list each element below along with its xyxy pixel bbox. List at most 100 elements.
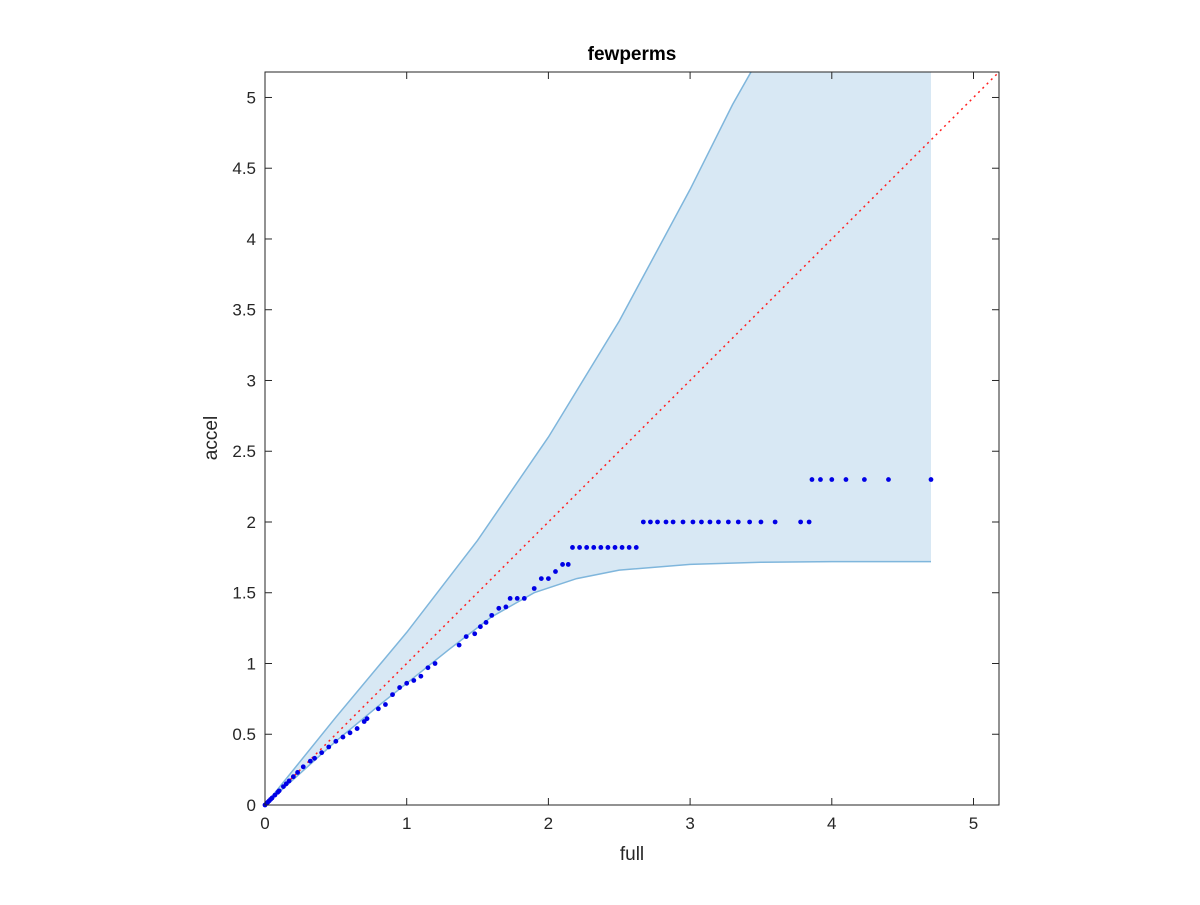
data-point bbox=[648, 519, 653, 525]
y-tick-label: 4.5 bbox=[232, 159, 256, 178]
data-point bbox=[514, 596, 520, 601]
data-point bbox=[538, 576, 544, 581]
data-point bbox=[640, 519, 646, 525]
data-point bbox=[456, 642, 462, 648]
data-point bbox=[507, 596, 513, 601]
data-point bbox=[347, 730, 353, 736]
data-point bbox=[290, 774, 296, 780]
data-point bbox=[364, 716, 370, 722]
data-point bbox=[300, 764, 306, 770]
axes-box bbox=[264, 71, 1000, 806]
data-point bbox=[663, 519, 669, 525]
data-point bbox=[565, 562, 571, 567]
axis-ticks: 0 1 2 3 4 5 0 0.5 1 1.5 2 2.5 3 3.5 4 4.5 5 bbox=[232, 72, 999, 833]
data-point bbox=[605, 545, 611, 550]
data-point bbox=[319, 750, 325, 756]
y-tick-label: 1.5 bbox=[232, 584, 256, 603]
y-tick-label: 2 bbox=[247, 513, 256, 532]
data-point bbox=[333, 738, 339, 744]
scatter-points bbox=[262, 477, 934, 808]
reference-line bbox=[264, 71, 1000, 806]
data-point bbox=[690, 519, 696, 525]
data-point bbox=[375, 706, 381, 712]
data-point bbox=[397, 685, 403, 690]
band-lower-edge bbox=[264, 560, 931, 806]
data-point bbox=[390, 692, 395, 698]
data-point bbox=[312, 755, 317, 761]
data-point bbox=[489, 612, 495, 618]
data-point bbox=[772, 519, 778, 525]
data-point bbox=[483, 620, 489, 625]
data-point bbox=[619, 545, 625, 550]
confidence-band bbox=[265, 72, 931, 805]
y-tick-label: 0 bbox=[247, 796, 256, 815]
data-point bbox=[326, 744, 332, 750]
data-point bbox=[707, 519, 713, 525]
y-tick-label: 3.5 bbox=[232, 301, 256, 320]
data-point bbox=[928, 477, 934, 482]
data-point bbox=[307, 758, 313, 764]
y-tick-label: 0.5 bbox=[232, 725, 256, 744]
data-point bbox=[598, 545, 604, 550]
x-tick-label: 1 bbox=[402, 814, 411, 833]
data-point bbox=[286, 778, 292, 784]
data-point bbox=[545, 576, 551, 581]
data-point bbox=[633, 545, 639, 550]
data-point bbox=[477, 624, 483, 630]
data-point bbox=[577, 545, 582, 550]
data-point bbox=[861, 477, 867, 482]
data-point bbox=[843, 477, 849, 482]
y-tick-label: 4 bbox=[247, 230, 256, 249]
data-point bbox=[886, 477, 891, 482]
y-tick-label: 5 bbox=[247, 88, 256, 107]
data-point bbox=[404, 680, 410, 686]
data-point bbox=[818, 477, 823, 482]
data-point bbox=[806, 519, 812, 525]
data-point bbox=[418, 673, 424, 679]
data-point bbox=[798, 519, 804, 525]
data-point bbox=[584, 545, 590, 550]
data-point bbox=[354, 726, 360, 731]
data-point bbox=[463, 634, 469, 640]
data-point bbox=[383, 702, 388, 707]
x-tick-label: 0 bbox=[260, 814, 269, 833]
data-point bbox=[655, 519, 660, 525]
x-tick-label: 2 bbox=[544, 814, 553, 833]
data-point bbox=[531, 586, 537, 591]
data-point bbox=[670, 519, 676, 525]
x-tick-label: 5 bbox=[969, 814, 978, 833]
data-point bbox=[425, 665, 431, 671]
data-point bbox=[411, 678, 417, 683]
data-point bbox=[829, 477, 835, 482]
x-tick-label: 3 bbox=[685, 814, 694, 833]
y-tick-label: 1 bbox=[247, 654, 256, 673]
data-point bbox=[521, 596, 527, 601]
data-point bbox=[570, 545, 575, 550]
data-point bbox=[725, 519, 731, 525]
y-axis-label: accel bbox=[201, 416, 222, 460]
data-point bbox=[699, 519, 704, 525]
x-tick-label: 4 bbox=[827, 814, 836, 833]
data-point bbox=[560, 562, 565, 567]
data-point bbox=[809, 477, 815, 482]
data-point bbox=[758, 519, 764, 525]
y-tick-label: 3 bbox=[247, 371, 256, 390]
data-point bbox=[276, 788, 282, 794]
data-point bbox=[553, 569, 558, 574]
plot-area bbox=[262, 71, 1000, 808]
data-point bbox=[735, 519, 741, 525]
data-point bbox=[432, 661, 438, 666]
data-point bbox=[496, 605, 502, 611]
data-point bbox=[626, 545, 632, 550]
data-point bbox=[591, 545, 597, 550]
data-point bbox=[612, 545, 618, 550]
y-tick-label: 2.5 bbox=[232, 442, 256, 461]
data-point bbox=[472, 631, 478, 637]
data-point bbox=[747, 519, 753, 525]
data-point bbox=[295, 770, 300, 775]
data-point bbox=[680, 519, 686, 525]
data-point bbox=[716, 519, 721, 525]
x-axis-label: full bbox=[620, 844, 644, 865]
band-upper-edge bbox=[264, 71, 752, 806]
